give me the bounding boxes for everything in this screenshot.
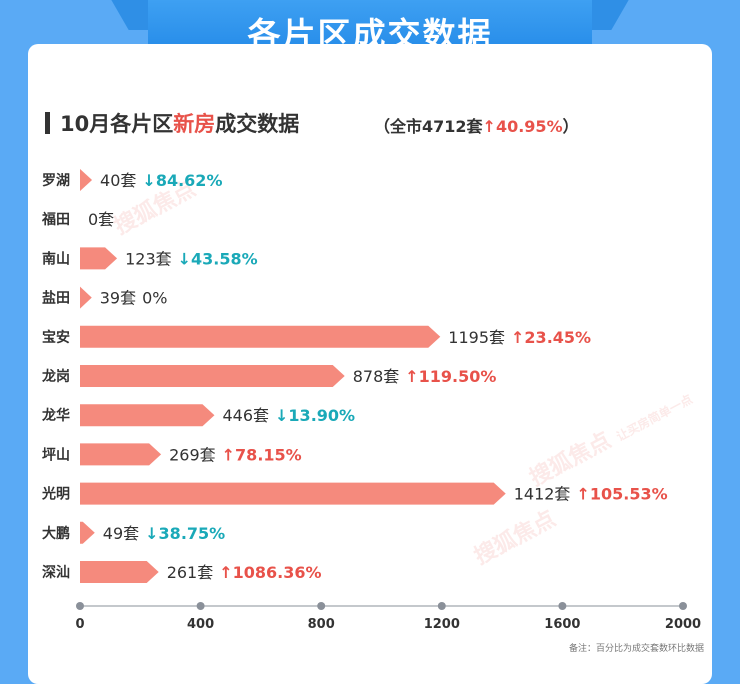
x-tick-dot bbox=[679, 602, 687, 610]
bar bbox=[80, 443, 162, 466]
x-tick-label: 0 bbox=[75, 617, 84, 632]
section-title: 10月各片区新房成交数据 bbox=[60, 108, 299, 138]
change-label: ↑23.45% bbox=[511, 328, 591, 347]
change-label: ↑105.53% bbox=[576, 485, 667, 504]
x-tick-dot bbox=[196, 602, 205, 610]
change-label: ↓84.62% bbox=[142, 171, 222, 190]
x-tick-dot bbox=[437, 602, 446, 610]
value-label: 123套 bbox=[125, 249, 172, 268]
bar bbox=[80, 521, 95, 544]
subtitle-up-arrow-icon: ↑ bbox=[482, 117, 496, 136]
subtitle-pct: 40.95% bbox=[495, 117, 563, 136]
change-label: ↓38.75% bbox=[145, 524, 225, 543]
bar bbox=[80, 169, 93, 191]
value-label: 261套 bbox=[167, 563, 214, 582]
value-label: 0套 bbox=[88, 210, 114, 229]
value-label: 1412套 bbox=[514, 485, 571, 504]
value-label: 1195套 bbox=[448, 328, 505, 347]
category-label: 宝安 bbox=[42, 329, 70, 346]
category-label: 光明 bbox=[41, 486, 70, 503]
x-tick-dot bbox=[558, 602, 567, 610]
category-label: 深汕 bbox=[42, 564, 70, 581]
value-label: 49套 bbox=[103, 524, 139, 543]
section-title-pre: 10月各片区 bbox=[60, 112, 174, 136]
category-label: 罗湖 bbox=[42, 173, 70, 189]
subtitle-open: （全市4712套 bbox=[374, 117, 483, 136]
x-tick-label: 2000 bbox=[665, 617, 701, 632]
bar bbox=[80, 247, 118, 270]
section-subtitle: （全市4712套↑40.95%） bbox=[374, 113, 579, 137]
x-tick-label: 400 bbox=[187, 617, 214, 632]
x-tick-label: 1600 bbox=[544, 617, 580, 632]
category-label: 盐田 bbox=[42, 290, 70, 307]
value-label: 40套 bbox=[100, 171, 136, 190]
category-label: 龙华 bbox=[41, 407, 70, 424]
bar bbox=[80, 482, 506, 505]
category-label: 龙岗 bbox=[41, 368, 70, 385]
category-label: 大鹏 bbox=[42, 525, 70, 542]
subtitle-close: ） bbox=[562, 117, 579, 136]
section-title-highlight: 新房 bbox=[173, 112, 216, 136]
value-label: 878套 bbox=[353, 367, 400, 386]
change-label: ↑1086.36% bbox=[219, 563, 321, 582]
bar bbox=[80, 365, 345, 387]
value-label: 269套 bbox=[169, 445, 216, 464]
value-label: 446套 bbox=[222, 406, 269, 425]
bar bbox=[80, 325, 441, 348]
bar bbox=[80, 404, 215, 427]
change-label: ↑78.15% bbox=[222, 445, 302, 464]
change-label: 0% bbox=[142, 289, 167, 308]
x-tick-label: 1200 bbox=[424, 617, 460, 632]
footnote: 备注：百分比为成交套数环比数据 bbox=[568, 644, 704, 654]
change-label: ↑119.50% bbox=[405, 367, 496, 386]
value-label: 39套 bbox=[100, 289, 136, 308]
bar bbox=[80, 286, 92, 309]
x-tick-dot bbox=[76, 602, 84, 610]
category-label: 南山 bbox=[42, 250, 70, 267]
change-label: ↓43.58% bbox=[178, 249, 258, 268]
bar bbox=[80, 561, 159, 583]
change-label: ↓13.90% bbox=[275, 406, 355, 425]
section-marker bbox=[45, 112, 50, 134]
category-label: 坪山 bbox=[42, 447, 70, 463]
category-label: 福田 bbox=[41, 211, 70, 228]
x-tick-dot bbox=[317, 602, 326, 610]
section-title-post: 成交数据 bbox=[215, 112, 300, 136]
x-tick-label: 800 bbox=[308, 617, 335, 632]
